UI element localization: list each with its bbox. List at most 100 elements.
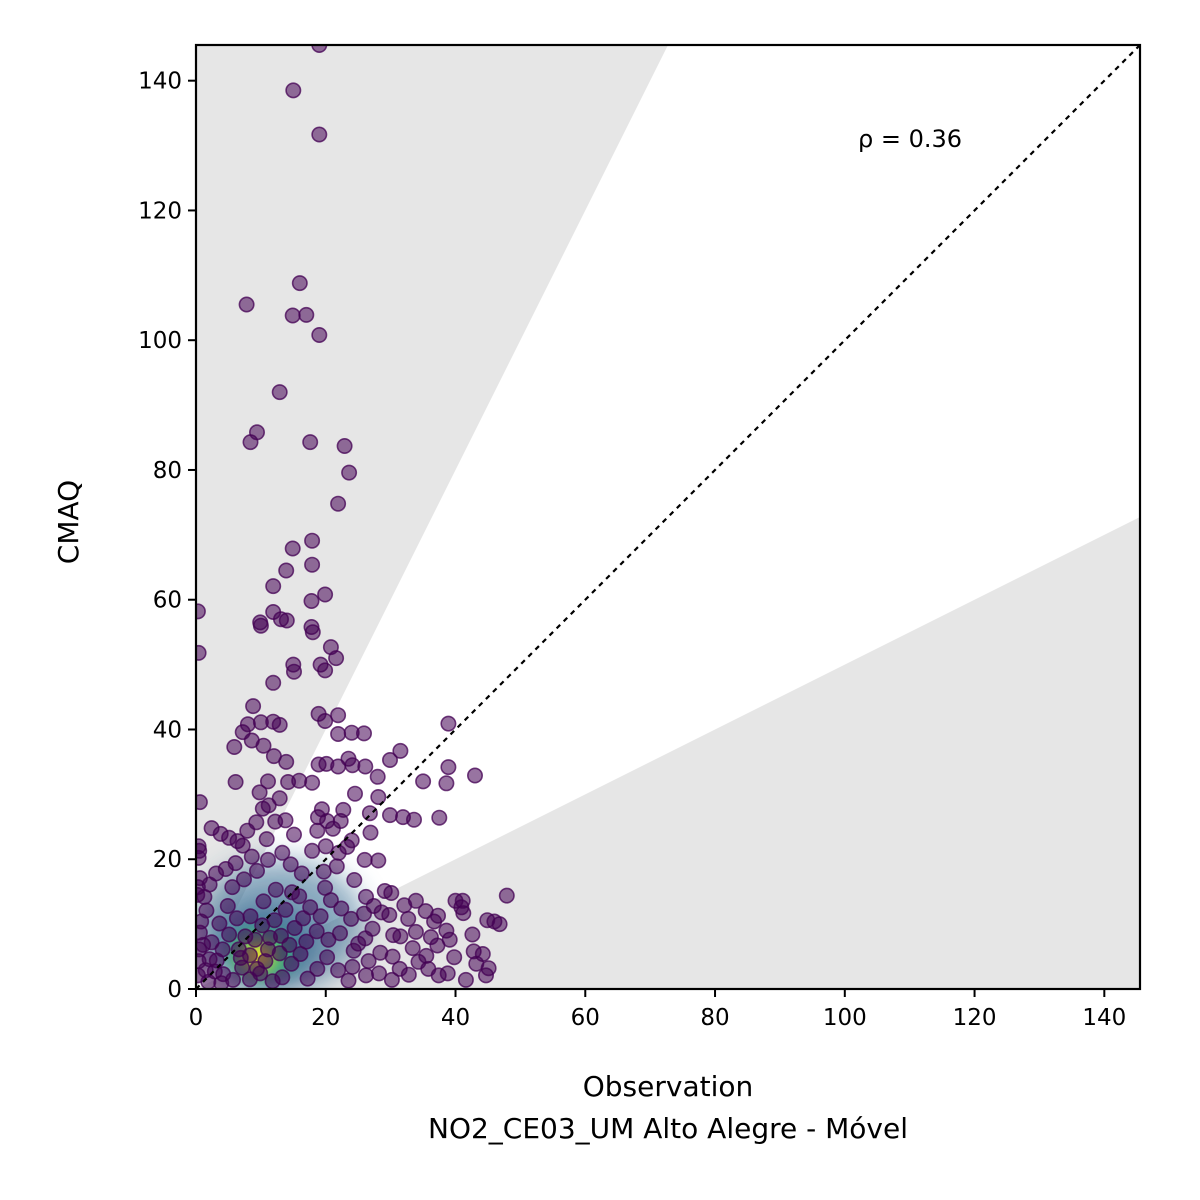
scatter-point [304,624,321,641]
scatter-point [438,775,455,792]
annotation-rho: ρ = 0.36 [858,125,962,153]
scatter-point [356,851,373,868]
scatter-point [405,811,422,828]
scatter-point [392,742,409,759]
scatter-point [219,897,236,914]
scatter-point [440,759,457,776]
scatter-point [228,910,245,927]
scatter-point [271,790,288,807]
scatter-point [308,923,325,940]
scatter-point [355,725,372,742]
scatter-point [260,797,277,814]
x-axis: 0 20 40 60 80 100 120 140 [189,989,1126,1031]
scatter-point [259,941,276,958]
scatter-point [304,842,321,859]
scatter-point [245,698,262,715]
scatter-point [221,926,238,943]
scatter-point [340,972,357,989]
scatter-point [319,949,336,966]
y-tick-label: 100 [138,328,182,354]
scatter-point [249,960,266,977]
scatter-point [309,822,326,839]
x-tick-label: 140 [1082,1005,1126,1031]
scatter-point [491,916,508,933]
scatter-point [227,773,244,790]
scatter-point [304,774,321,791]
scatter-point [480,960,497,977]
scatter-point [277,901,294,918]
y-axis-label: CMAQ [52,480,85,564]
y-tick-label: 0 [167,977,182,1003]
scatter-point [498,887,515,904]
scatter-point [346,785,363,802]
scatter-point [345,942,362,959]
scatter-point [317,586,334,603]
scatter-point [422,929,439,946]
scatter-point [333,900,350,917]
scatter-point [252,617,269,634]
scatter-point [315,863,332,880]
scatter-point [303,592,320,609]
scatter-point [299,970,316,987]
scatter-point [426,913,443,930]
x-tick-label: 80 [700,1005,729,1031]
scatter-point [302,899,319,916]
scatter-point [285,82,302,99]
scatter-point [383,971,400,988]
scatter-point [283,955,300,972]
scatter-point [341,464,358,481]
scatter-point [236,871,253,888]
scatter-point [446,949,463,966]
shaded-band-lower [196,517,1140,989]
scatter-point [196,603,206,620]
scatter-point [361,805,378,822]
scatter-point [237,928,254,945]
y-tick-label: 60 [153,588,182,614]
scatter-point [291,275,308,292]
scatter-point [280,773,297,790]
scatter-point [251,784,268,801]
scatter-point [404,940,421,957]
scatter-point [284,540,301,557]
scatter-point [295,910,312,927]
x-tick-label: 100 [823,1005,867,1031]
scatter-point [324,820,341,837]
x-tick-label: 60 [571,1005,600,1031]
y-tick-label: 140 [138,69,182,95]
scatter-point [196,936,212,953]
scatter-point [381,751,398,768]
scatter-point [285,663,302,680]
scatter-point [400,966,417,983]
scatter-point [224,879,241,896]
scatter-point [265,578,282,595]
scatter-point [369,768,386,785]
scatter-point [304,532,321,549]
scatter-point [312,908,329,925]
x-tick-label: 20 [311,1005,340,1031]
scatter-point [252,714,269,731]
scatter-point [234,837,251,854]
y-axis: 0 20 40 60 80 100 120 140 [138,69,196,1003]
scatter-point [407,923,424,940]
scatter-point [211,915,228,932]
scatter-point [311,326,328,343]
scatter-point [336,437,353,454]
scatter-point [298,306,315,323]
scatter-point [357,930,374,947]
scatter-point [466,767,483,784]
scatter-point [259,851,276,868]
scatter-point [330,707,347,724]
scatter-point [267,881,284,898]
scatter-point [357,967,374,984]
scatter-point [309,960,326,977]
scatter-point [381,807,398,824]
scatter-point [440,715,457,732]
scatter-point [311,45,328,53]
scatter-point [370,788,387,805]
scatter-point [330,725,347,742]
x-tick-label: 0 [189,1005,204,1031]
scatter-points [196,45,515,989]
scatter-point [239,822,256,839]
scatter-point [339,838,356,855]
scatter-point [407,892,424,909]
